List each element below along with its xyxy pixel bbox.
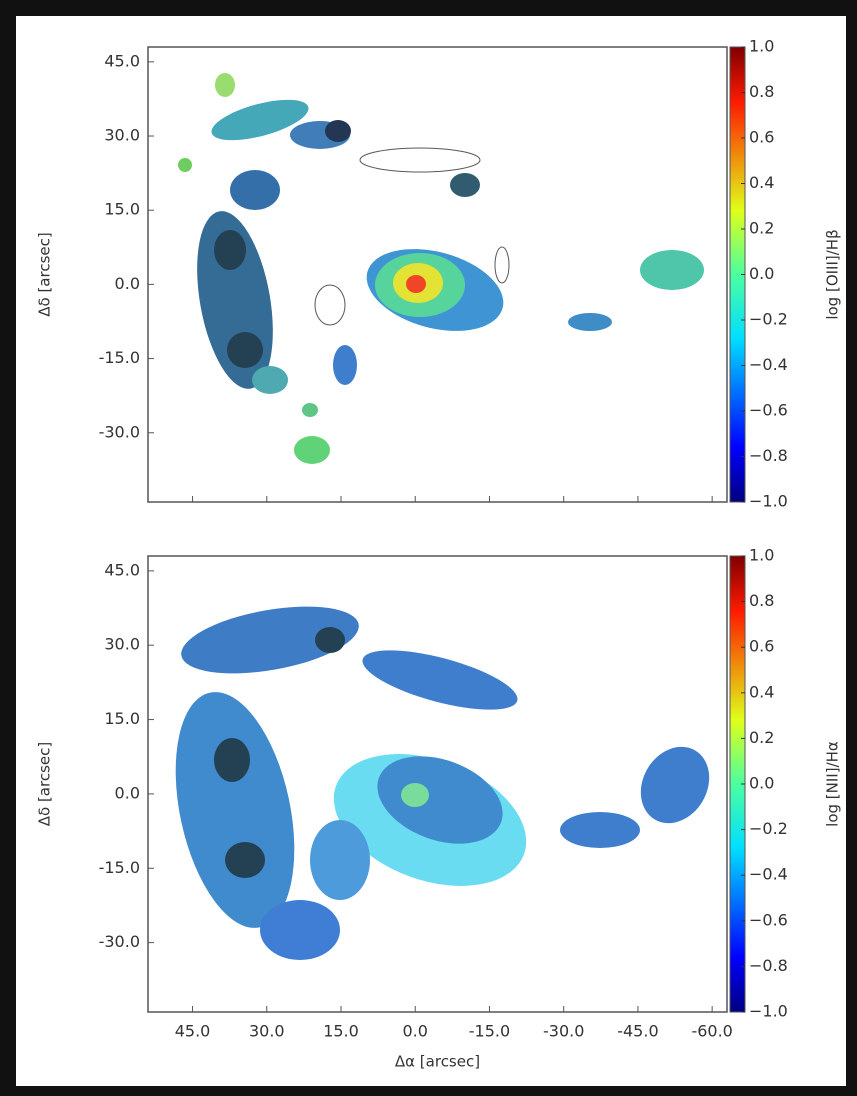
colorbar-tick-label: −1.0 <box>749 1002 788 1021</box>
emission-region <box>260 900 340 960</box>
y-axis-label: Δδ [arcsec] <box>36 742 54 826</box>
colorbar-tick-label: −0.2 <box>749 310 788 329</box>
x-tick-label: 45.0 <box>175 1022 211 1041</box>
emission-region <box>560 812 640 848</box>
y-tick-label: 45.0 <box>104 51 140 70</box>
emission-region <box>377 756 503 844</box>
colorbar-tick-label: 0.8 <box>749 591 774 610</box>
x-tick-label: -60.0 <box>691 1022 732 1041</box>
y-tick-label: 45.0 <box>104 560 140 579</box>
emission-region <box>252 366 288 394</box>
emission-region <box>450 173 480 197</box>
colorbar-tick-label: −0.8 <box>749 956 788 975</box>
colorbar-tick-label: 1.0 <box>749 37 774 56</box>
emission-region <box>294 436 330 464</box>
y-tick-label: -15.0 <box>99 348 140 367</box>
colorbar-tick-label: 1.0 <box>749 546 774 565</box>
colorbar-tick-label: 0.4 <box>749 173 774 192</box>
emission-region <box>314 284 346 326</box>
emission-region <box>230 170 280 210</box>
emission-region <box>494 246 510 284</box>
colorbar-tick-label: 0.2 <box>749 219 774 238</box>
colorbar-label: log [OIII]/Hβ <box>824 229 842 319</box>
emission-region <box>178 158 192 172</box>
colorbar-label: log [NII]/Hα <box>824 741 842 827</box>
colorbar-tick-label: −0.6 <box>749 910 788 929</box>
colorbar-tick-label: −0.8 <box>749 446 788 465</box>
x-tick-label: 15.0 <box>323 1022 359 1041</box>
emission-region <box>215 73 235 97</box>
emission-region <box>315 627 345 653</box>
emission-region <box>401 783 429 807</box>
colorbar-tick-label: −0.2 <box>749 819 788 838</box>
emission-region <box>406 275 426 293</box>
emission-region <box>325 120 351 142</box>
emission-region <box>214 738 250 782</box>
colorbar-tick-label: 0.4 <box>749 682 774 701</box>
emission-region <box>227 332 263 368</box>
colorbar-tick-label: 0.2 <box>749 728 774 747</box>
emission-region <box>181 606 359 674</box>
x-tick-label: 30.0 <box>249 1022 285 1041</box>
emission-region <box>302 403 318 417</box>
emission-region <box>640 746 710 824</box>
emission-region <box>225 842 265 878</box>
y-tick-label: 0.0 <box>115 274 140 293</box>
y-tick-label: 0.0 <box>115 783 140 802</box>
emission-region <box>175 692 295 928</box>
colorbar-tick-label: 0.6 <box>749 128 774 147</box>
colorbar-tick-label: −0.6 <box>749 401 788 420</box>
y-tick-label: 30.0 <box>104 126 140 145</box>
colorbar-tick-label: 0.0 <box>749 774 774 793</box>
map-top <box>178 73 704 464</box>
colorbar-tick-label: −1.0 <box>749 492 788 511</box>
figure-background <box>16 16 846 1086</box>
x-tick-label: -45.0 <box>617 1022 658 1041</box>
colorbar-tick-label: 0.8 <box>749 82 774 101</box>
emission-region <box>211 99 309 141</box>
y-tick-label: -30.0 <box>99 932 140 951</box>
y-axis-label: Δδ [arcsec] <box>36 232 54 316</box>
axes-frame <box>147 46 728 503</box>
emission-region <box>640 250 704 290</box>
y-tick-label: 15.0 <box>104 709 140 728</box>
emission-region <box>568 313 612 331</box>
x-tick-label: -30.0 <box>543 1022 584 1041</box>
y-tick-label: -30.0 <box>99 422 140 441</box>
x-axis-label: Δα [arcsec] <box>395 1053 480 1071</box>
y-tick-label: -15.0 <box>99 858 140 877</box>
colorbar-tick-label: 0.0 <box>749 264 774 283</box>
colorbar-tick-label: 0.6 <box>749 637 774 656</box>
map-bottom <box>175 606 710 960</box>
emission-region <box>362 650 518 710</box>
emission-region <box>359 147 481 173</box>
axes-frame <box>147 555 728 1013</box>
y-tick-label: 30.0 <box>104 635 140 654</box>
emission-region <box>333 345 357 385</box>
x-tick-label: 0.0 <box>403 1022 428 1041</box>
colorbar-tick-label: −0.4 <box>749 355 788 374</box>
y-tick-label: 15.0 <box>104 200 140 219</box>
colorbar-tick-label: −0.4 <box>749 865 788 884</box>
emission-region <box>310 820 370 900</box>
x-tick-label: -15.0 <box>469 1022 510 1041</box>
emission-region <box>214 230 246 270</box>
